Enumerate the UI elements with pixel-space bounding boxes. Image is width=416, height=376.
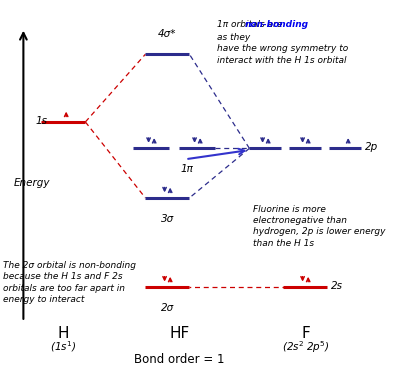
Text: The 2σ orbital is non-bonding
because the H 1s and F 2s
orbitals are too far apa: The 2σ orbital is non-bonding because th… — [3, 261, 136, 304]
Text: 2s: 2s — [332, 281, 343, 291]
Text: Fluorine is more
electronegative than
hydrogen, 2p is lower energy
than the H 1s: Fluorine is more electronegative than hy… — [253, 205, 386, 248]
Text: 2p: 2p — [365, 143, 379, 152]
Text: 2σ: 2σ — [161, 303, 174, 312]
Text: 1s: 1s — [35, 116, 47, 126]
Text: Bond order = 1: Bond order = 1 — [134, 353, 225, 366]
Text: (1s$^1$): (1s$^1$) — [50, 339, 77, 354]
Text: HF: HF — [169, 326, 190, 341]
Text: non-bonding: non-bonding — [244, 20, 308, 29]
Text: as they
have the wrong symmetry to
interact with the H 1s orbital: as they have the wrong symmetry to inter… — [218, 33, 349, 65]
Text: Energy: Energy — [13, 178, 50, 188]
Text: 3σ: 3σ — [161, 214, 174, 224]
Text: 4σ*: 4σ* — [158, 29, 177, 39]
Text: 1π orbitals are: 1π orbitals are — [218, 20, 286, 29]
Text: 1π: 1π — [180, 164, 193, 174]
Text: (2s$^2$ 2p$^5$): (2s$^2$ 2p$^5$) — [282, 339, 329, 355]
Text: F: F — [301, 326, 310, 341]
Text: H: H — [58, 326, 69, 341]
